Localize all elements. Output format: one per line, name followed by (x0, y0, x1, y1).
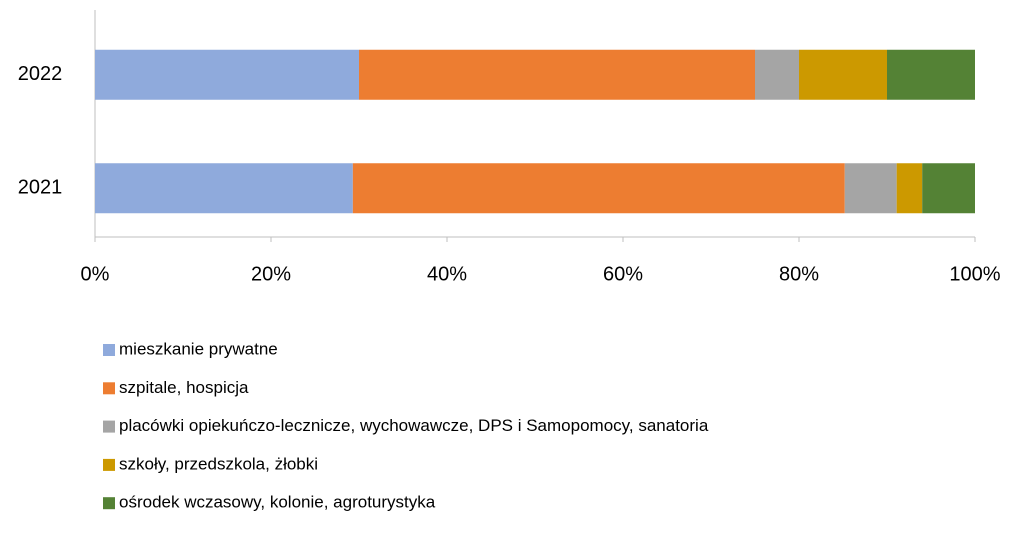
bar-segment (352, 163, 845, 214)
legend-label: placówki opiekuńczo-lecznicze, wychowawc… (119, 416, 709, 435)
x-tick-label: 40% (427, 263, 467, 285)
legend-label: mieszkanie prywatne (119, 339, 278, 358)
legend-label: szpitale, hospicja (119, 378, 249, 397)
bar-segment (922, 163, 975, 214)
y-tick-label: 2021 (18, 177, 63, 199)
legend-swatch (103, 458, 115, 471)
x-tick-label: 80% (779, 263, 819, 285)
x-tick-label: 0% (81, 263, 110, 285)
bar-segment (95, 49, 359, 100)
bar-segment (755, 49, 799, 100)
bar-segment (95, 163, 353, 214)
y-tick-label: 2022 (18, 63, 63, 85)
bar-segment (887, 49, 975, 100)
x-tick-label: 100% (949, 263, 1000, 285)
bar-segment (896, 163, 923, 214)
legend-swatch (103, 420, 115, 433)
legend-swatch (103, 382, 115, 395)
legend-swatch (103, 344, 115, 356)
bar-segment (359, 49, 755, 100)
legend-label: ośrodek wczasowy, kolonie, agroturystyka (119, 493, 436, 512)
bar-segment (799, 49, 887, 100)
legend-label: szkoły, przedszkola, żłobki (119, 454, 318, 473)
legend-swatch (103, 497, 115, 510)
x-tick-label: 20% (251, 263, 291, 285)
x-tick-label: 60% (603, 263, 643, 285)
bar-segment (844, 163, 897, 214)
